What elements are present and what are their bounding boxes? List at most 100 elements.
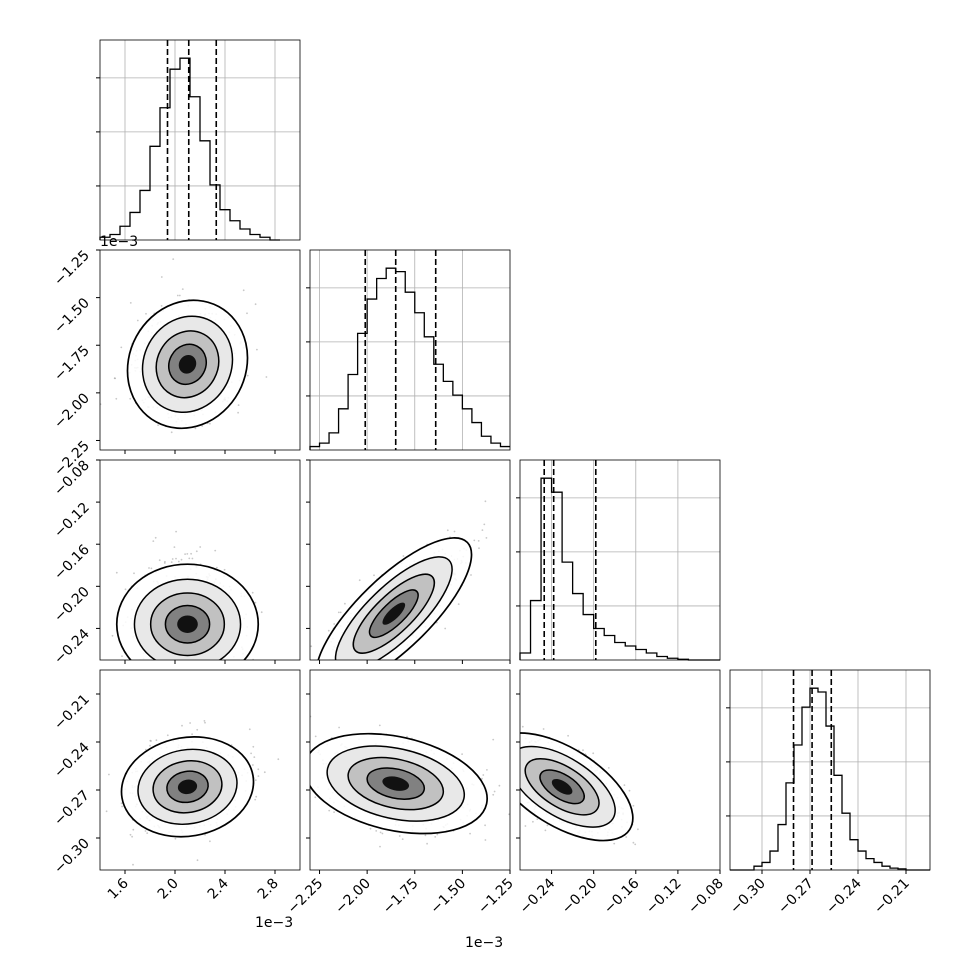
sample-point bbox=[186, 553, 189, 555]
sample-point bbox=[184, 663, 186, 665]
density-frame bbox=[309, 459, 511, 661]
sample-point bbox=[444, 627, 447, 630]
sample-point bbox=[132, 828, 135, 831]
sample-point bbox=[158, 559, 161, 562]
sample-point bbox=[518, 819, 520, 821]
sample-point bbox=[156, 673, 158, 675]
sample-point bbox=[632, 804, 635, 807]
sample-point bbox=[178, 294, 181, 297]
sample-point bbox=[314, 709, 316, 711]
histogram-step-3 bbox=[730, 687, 930, 871]
sample-point bbox=[237, 404, 240, 406]
density-content bbox=[494, 725, 639, 846]
density-frame bbox=[99, 249, 301, 451]
sample-point bbox=[358, 579, 361, 582]
sample-point bbox=[514, 775, 516, 777]
sample-point bbox=[461, 753, 463, 755]
y-tick-label-p2-0: −0.24 bbox=[51, 626, 93, 668]
sample-point bbox=[169, 676, 171, 678]
sample-point bbox=[146, 832, 149, 834]
sample-point bbox=[193, 670, 195, 672]
sample-point bbox=[494, 759, 496, 761]
sample-point bbox=[257, 768, 260, 771]
sample-point bbox=[227, 676, 229, 678]
sample-point bbox=[175, 664, 177, 666]
sample-point bbox=[253, 756, 256, 758]
density-panel-1-2 bbox=[306, 459, 511, 711]
sample-point bbox=[93, 628, 95, 630]
sample-point bbox=[536, 818, 539, 820]
sample-point bbox=[503, 778, 505, 780]
sample-point bbox=[369, 660, 371, 662]
sample-point bbox=[277, 758, 280, 761]
sample-point bbox=[171, 558, 174, 560]
sample-point bbox=[223, 568, 226, 571]
sample-point bbox=[260, 611, 263, 614]
sample-point bbox=[481, 777, 483, 780]
sample-point bbox=[347, 691, 349, 693]
sample-point bbox=[354, 665, 356, 667]
sample-point bbox=[625, 836, 628, 838]
sample-point bbox=[544, 829, 547, 832]
sample-point bbox=[290, 747, 292, 749]
sample-point bbox=[176, 294, 179, 297]
sample-point bbox=[215, 666, 217, 668]
y-tick-label-p3-0: −0.30 bbox=[51, 836, 93, 878]
sample-point bbox=[507, 761, 509, 763]
sample-point bbox=[208, 667, 210, 669]
sample-point bbox=[212, 673, 214, 675]
sample-point bbox=[160, 305, 163, 307]
sample-point bbox=[307, 655, 309, 657]
sample-point bbox=[337, 611, 340, 614]
sample-point bbox=[145, 312, 147, 315]
sample-point bbox=[157, 424, 160, 426]
x-tick-label-p0-3: 2.8 bbox=[255, 876, 282, 903]
sample-point bbox=[196, 859, 199, 862]
x-tick-label-p3-0: −0.30 bbox=[727, 876, 769, 918]
sample-point bbox=[159, 689, 161, 691]
sample-point bbox=[113, 377, 116, 380]
y-tick-label-p1-2: −1.75 bbox=[51, 343, 93, 385]
y-tick-label-p3-1: −0.27 bbox=[51, 788, 93, 830]
sample-point bbox=[512, 771, 514, 773]
sample-point bbox=[359, 675, 361, 677]
density-peak bbox=[551, 778, 573, 795]
sample-point bbox=[470, 574, 472, 576]
sample-point bbox=[153, 666, 155, 668]
density-peak bbox=[178, 354, 197, 374]
sample-point bbox=[354, 667, 356, 669]
density-content bbox=[307, 500, 488, 711]
sample-point bbox=[160, 276, 163, 278]
sample-point bbox=[255, 795, 258, 798]
density-content bbox=[105, 720, 280, 866]
sample-point bbox=[316, 666, 318, 668]
sample-point bbox=[516, 736, 518, 738]
sample-point bbox=[199, 546, 202, 548]
sample-point bbox=[197, 668, 199, 670]
density-peak bbox=[382, 602, 406, 625]
sample-point bbox=[508, 776, 510, 778]
sample-point bbox=[508, 755, 510, 757]
sample-point bbox=[379, 845, 381, 848]
density-content bbox=[290, 715, 510, 848]
sample-point bbox=[493, 790, 496, 793]
sample-point bbox=[120, 802, 123, 805]
histogram-step-2 bbox=[519, 477, 720, 661]
sample-point bbox=[402, 555, 405, 557]
sample-point bbox=[375, 830, 378, 832]
hist-frame-3 bbox=[729, 669, 931, 871]
sample-point bbox=[157, 664, 159, 666]
sample-point bbox=[144, 830, 147, 832]
sample-point bbox=[524, 825, 527, 827]
sample-point bbox=[513, 756, 515, 758]
sample-point bbox=[507, 791, 509, 793]
hist-panel-0 bbox=[96, 39, 301, 241]
sample-point bbox=[302, 782, 304, 784]
sample-point bbox=[195, 550, 198, 553]
sample-point bbox=[333, 811, 335, 813]
sample-point bbox=[227, 691, 229, 693]
sample-point bbox=[478, 547, 480, 550]
histogram-step-0 bbox=[99, 57, 280, 241]
sample-point bbox=[149, 739, 152, 742]
sample-point bbox=[172, 258, 175, 260]
